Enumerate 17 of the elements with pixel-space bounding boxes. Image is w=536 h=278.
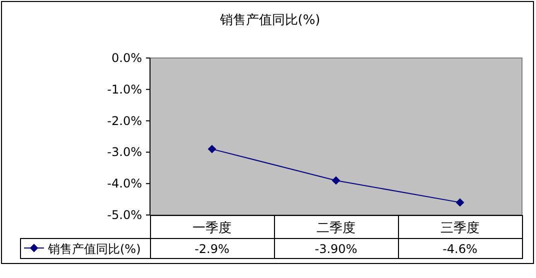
y-tick-label: -5.0% [107, 208, 142, 222]
x-tick-label: 二季度 [316, 220, 356, 236]
data-label: -3.90% [314, 242, 358, 256]
data-label: -4.6% [442, 242, 478, 256]
x-tick-label: 三季度 [440, 220, 480, 236]
y-tick-label: 0.0% [112, 51, 142, 65]
x-tick-label: 一季度 [192, 220, 232, 236]
chart-title: 销售产值同比(%) [218, 13, 320, 28]
y-tick-label: -3.0% [107, 145, 142, 160]
y-tick-label: -1.0% [107, 82, 142, 96]
point [456, 198, 464, 206]
y-tick-label: -2.0% [107, 114, 142, 128]
legend-label: 销售产值同比(%) [47, 242, 141, 256]
point [332, 176, 340, 184]
y-tick-label: -4.0% [107, 176, 142, 191]
data-label: -2.9% [194, 242, 230, 256]
point [208, 145, 216, 154]
